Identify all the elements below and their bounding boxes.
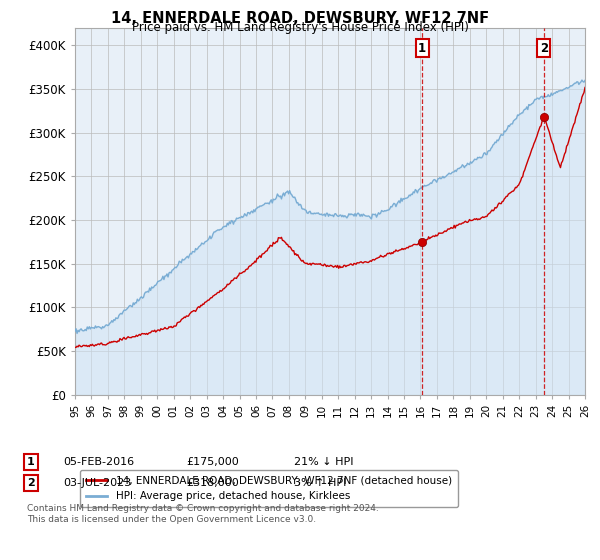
Text: 14, ENNERDALE ROAD, DEWSBURY, WF12 7NF: 14, ENNERDALE ROAD, DEWSBURY, WF12 7NF bbox=[111, 11, 489, 26]
Text: Price paid vs. HM Land Registry's House Price Index (HPI): Price paid vs. HM Land Registry's House … bbox=[131, 21, 469, 34]
Text: £175,000: £175,000 bbox=[186, 457, 239, 467]
Text: 21% ↓ HPI: 21% ↓ HPI bbox=[294, 457, 353, 467]
Text: 2: 2 bbox=[27, 478, 35, 488]
Text: 1: 1 bbox=[418, 41, 426, 54]
Text: This data is licensed under the Open Government Licence v3.0.: This data is licensed under the Open Gov… bbox=[27, 515, 316, 524]
Legend: 14, ENNERDALE ROAD, DEWSBURY, WF12 7NF (detached house), HPI: Average price, det: 14, ENNERDALE ROAD, DEWSBURY, WF12 7NF (… bbox=[80, 470, 458, 507]
Text: 3% ↑ HPI: 3% ↑ HPI bbox=[294, 478, 346, 488]
Text: 1: 1 bbox=[27, 457, 35, 467]
Text: Contains HM Land Registry data © Crown copyright and database right 2024.: Contains HM Land Registry data © Crown c… bbox=[27, 504, 379, 513]
Text: £318,000: £318,000 bbox=[186, 478, 239, 488]
Text: 05-FEB-2016: 05-FEB-2016 bbox=[63, 457, 134, 467]
Text: 2: 2 bbox=[540, 41, 548, 54]
Text: 03-JUL-2023: 03-JUL-2023 bbox=[63, 478, 131, 488]
